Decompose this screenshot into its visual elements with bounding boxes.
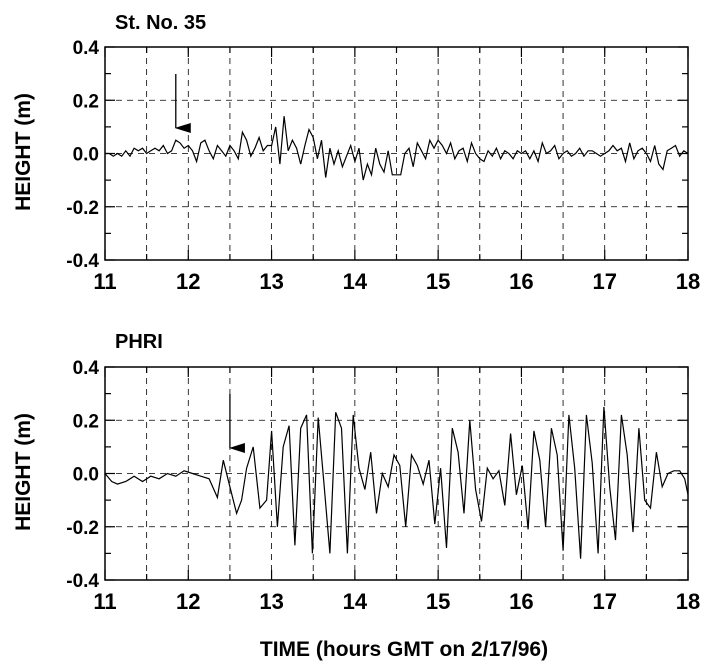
x-tick-label: 12 xyxy=(176,589,200,614)
panel-title: St. No. 35 xyxy=(115,12,206,34)
x-tick-label: 17 xyxy=(592,269,616,294)
x-tick-label: 15 xyxy=(426,269,450,294)
y-tick-label: -0.2 xyxy=(66,518,99,539)
y-tick-label: 0.4 xyxy=(73,358,100,379)
y-tick-label: 0.2 xyxy=(73,411,99,432)
x-tick-label: 14 xyxy=(343,589,368,614)
y-tick-labels: 0.4 0.2 0.0 -0.2 -0.4 xyxy=(66,38,99,272)
y-tick-label: 0.0 xyxy=(73,465,99,486)
y-tick-labels: 0.4 0.2 0.0 -0.2 -0.4 xyxy=(66,358,99,592)
x-tick-label: 11 xyxy=(93,589,116,614)
y-tick-label: -0.4 xyxy=(66,571,99,592)
x-tick-label: 16 xyxy=(509,589,533,614)
x-tick-label: 13 xyxy=(259,269,283,294)
y-axis-label: HEIGHT (m) xyxy=(12,93,35,211)
y-tick-label: -0.4 xyxy=(66,251,99,272)
series-line xyxy=(105,116,689,181)
panel-station-35: St. No. 35 HEIGHT (m) 0.40.20.0-0.2-0.4 … xyxy=(12,12,700,294)
plot-frame xyxy=(104,46,689,261)
y-tick-label: 0.4 xyxy=(73,38,100,59)
x-tick-label: 15 xyxy=(426,589,450,614)
y-tick-label: 0.2 xyxy=(73,91,99,112)
y-axis-label: HEIGHT (m) xyxy=(12,413,35,531)
x-tick-labels: 11 12 13 14 15 16 17 18 xyxy=(93,269,700,294)
x-tick-label: 18 xyxy=(676,589,700,614)
panel-phri: PHRI HEIGHT (m) 0.4 0.2 0.0 -0.2 -0.4 11 12 13… xyxy=(12,331,700,661)
x-axis-label: TIME (hours GMT on 2/17/96) xyxy=(260,638,548,661)
grid xyxy=(105,367,688,580)
series-line xyxy=(104,406,689,559)
y-tick-label: -0.2 xyxy=(66,198,99,219)
x-tick-label: 14 xyxy=(343,269,368,294)
x-tick-label: 12 xyxy=(176,269,200,294)
x-tick-labels: 11 12 13 14 15 16 17 18 xyxy=(93,589,700,614)
y-tick-label: 0.0 xyxy=(73,145,99,166)
x-tick-label: 11 xyxy=(93,269,116,294)
plot-frame xyxy=(104,366,689,581)
x-tick-label: 13 xyxy=(259,589,283,614)
x-tick-label: 18 xyxy=(676,269,700,294)
x-tick-label: 16 xyxy=(509,269,533,294)
grid xyxy=(105,47,688,260)
x-tick-label: 17 xyxy=(592,589,616,614)
panel-title: PHRI xyxy=(115,331,163,353)
